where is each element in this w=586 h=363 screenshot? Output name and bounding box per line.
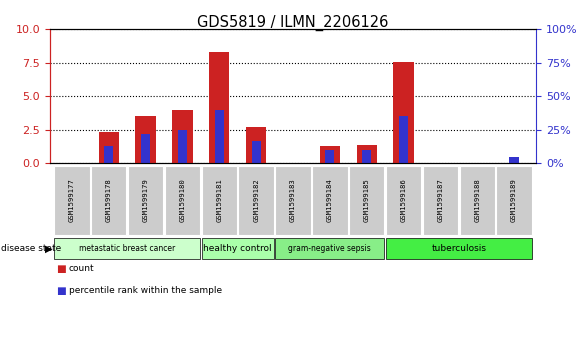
Bar bbox=[423, 166, 458, 235]
Bar bbox=[54, 238, 200, 260]
Bar bbox=[275, 166, 311, 235]
Bar bbox=[312, 166, 347, 235]
Bar bbox=[91, 166, 127, 235]
Bar bbox=[251, 140, 261, 163]
Bar bbox=[246, 127, 266, 163]
Text: GSM1599188: GSM1599188 bbox=[474, 179, 481, 223]
Bar bbox=[141, 134, 150, 163]
Bar bbox=[386, 166, 421, 235]
Bar bbox=[275, 238, 384, 260]
Text: tuberculosis: tuberculosis bbox=[431, 244, 486, 253]
Bar bbox=[496, 166, 532, 235]
Bar bbox=[54, 166, 90, 235]
Text: GSM1599183: GSM1599183 bbox=[290, 179, 296, 223]
Text: GSM1599177: GSM1599177 bbox=[69, 179, 75, 223]
Text: GSM1599179: GSM1599179 bbox=[142, 179, 149, 223]
Text: GSM1599184: GSM1599184 bbox=[327, 179, 333, 223]
Text: GSM1599181: GSM1599181 bbox=[216, 179, 222, 223]
Text: disease state: disease state bbox=[1, 244, 61, 253]
Text: metastatic breast cancer: metastatic breast cancer bbox=[79, 244, 175, 253]
Bar bbox=[172, 110, 193, 163]
Bar bbox=[325, 150, 335, 163]
Bar bbox=[202, 166, 237, 235]
Bar bbox=[509, 157, 519, 163]
Bar bbox=[214, 110, 224, 163]
Bar bbox=[320, 146, 340, 163]
Bar bbox=[209, 52, 230, 163]
Text: gram-negative sepsis: gram-negative sepsis bbox=[288, 244, 371, 253]
Bar bbox=[202, 238, 274, 260]
Text: count: count bbox=[69, 264, 94, 273]
Bar bbox=[362, 150, 372, 163]
Text: GSM1599185: GSM1599185 bbox=[364, 179, 370, 223]
Bar bbox=[239, 166, 274, 235]
Bar bbox=[349, 166, 384, 235]
Text: GSM1599178: GSM1599178 bbox=[105, 179, 112, 223]
Text: ■: ■ bbox=[56, 264, 66, 274]
Bar bbox=[98, 132, 119, 163]
Bar bbox=[386, 238, 532, 260]
Text: GSM1599180: GSM1599180 bbox=[179, 179, 185, 223]
Bar bbox=[399, 116, 408, 163]
Bar bbox=[459, 166, 495, 235]
Bar bbox=[104, 146, 113, 163]
Text: GSM1599189: GSM1599189 bbox=[511, 179, 517, 223]
Bar bbox=[178, 130, 187, 163]
Text: percentile rank within the sample: percentile rank within the sample bbox=[69, 286, 222, 295]
Text: ■: ■ bbox=[56, 286, 66, 296]
Text: GDS5819 / ILMN_2206126: GDS5819 / ILMN_2206126 bbox=[197, 15, 389, 31]
Bar bbox=[128, 166, 163, 235]
Text: healthy control: healthy control bbox=[203, 244, 272, 253]
Bar bbox=[165, 166, 200, 235]
Text: ▶: ▶ bbox=[45, 244, 52, 254]
Text: GSM1599187: GSM1599187 bbox=[437, 179, 444, 223]
Bar bbox=[393, 62, 414, 163]
Bar bbox=[356, 145, 377, 163]
Bar bbox=[135, 116, 156, 163]
Text: GSM1599186: GSM1599186 bbox=[401, 179, 407, 223]
Text: GSM1599182: GSM1599182 bbox=[253, 179, 259, 223]
